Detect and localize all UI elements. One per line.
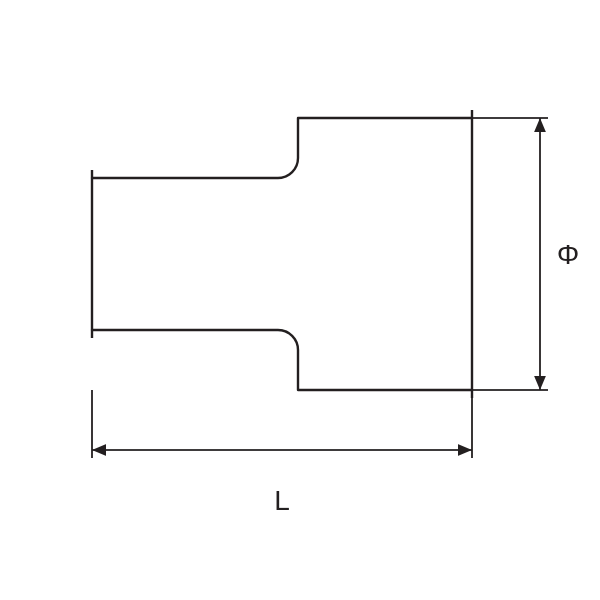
outline-top <box>92 118 472 178</box>
dim-d-arrow-top <box>534 118 546 132</box>
dim-l-label: L <box>274 485 290 516</box>
dim-d-label: Φ <box>557 239 579 270</box>
outline-bottom <box>92 330 472 390</box>
technical-drawing: LΦ <box>0 0 600 600</box>
dim-l-arrow-left <box>92 444 106 456</box>
dim-l-arrow-right <box>458 444 472 456</box>
dim-d-arrow-bot <box>534 376 546 390</box>
